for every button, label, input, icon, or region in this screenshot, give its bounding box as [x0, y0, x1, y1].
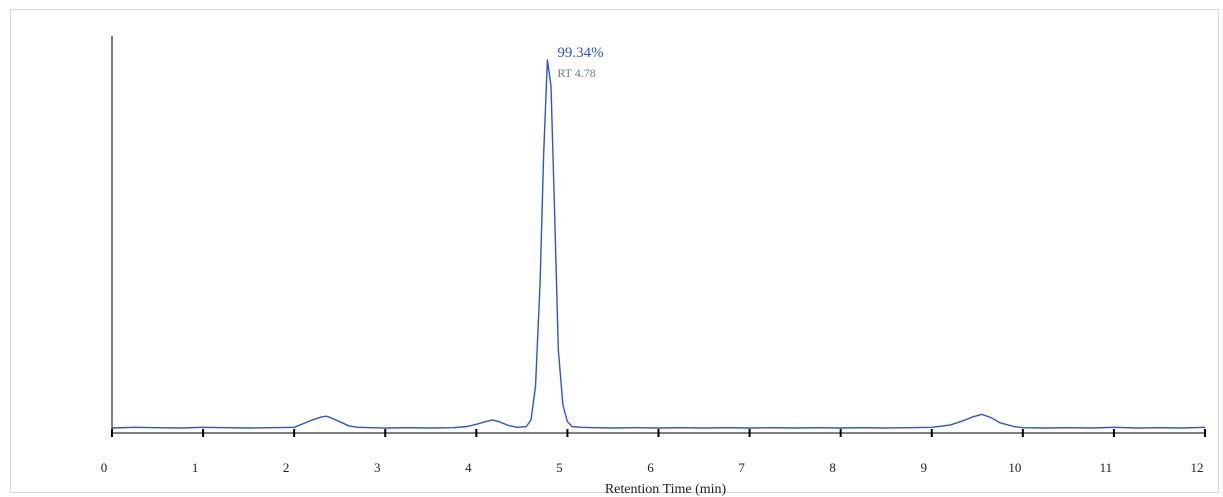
x-tick-label-3: 3 — [374, 460, 381, 475]
chromatogram-trace — [111, 59, 1206, 429]
x-tick-label-4: 4 — [465, 460, 472, 475]
x-tick-label-7: 7 — [738, 460, 745, 475]
x-tick-label-9: 9 — [921, 460, 928, 475]
x-axis-tick-labels: 0 1 2 3 4 5 6 7 8 9 10 11 12 — [101, 460, 1204, 475]
x-tick-label-2: 2 — [283, 460, 290, 475]
x-tick-label-6: 6 — [647, 460, 654, 475]
x-tick-label-8: 8 — [829, 460, 836, 475]
x-tick-label-10: 10 — [1008, 460, 1021, 475]
x-axis-title: Retention Time (min) — [605, 482, 727, 497]
x-axis-ticks — [111, 429, 1206, 437]
peak-rt-label: RT 4.78 — [557, 66, 595, 80]
x-tick-label-11: 11 — [1100, 460, 1113, 475]
x-tick-label-12: 12 — [1191, 460, 1204, 475]
peak-percent-label: 99.34% — [557, 45, 603, 61]
chart-frame — [10, 9, 1219, 493]
x-tick-label-5: 5 — [556, 460, 563, 475]
x-tick-label-1: 1 — [192, 460, 199, 475]
x-tick-label-0: 0 — [101, 460, 108, 475]
